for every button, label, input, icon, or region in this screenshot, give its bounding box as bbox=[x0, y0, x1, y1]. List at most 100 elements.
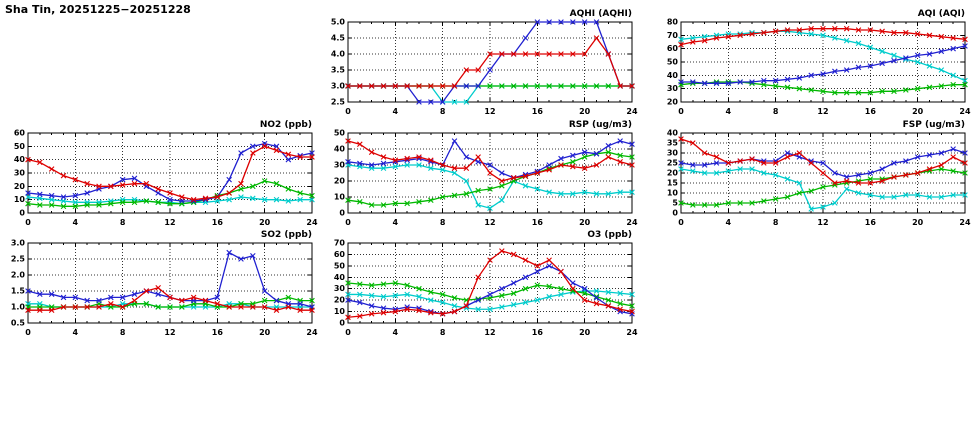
svg-text:12: 12 bbox=[164, 218, 175, 227]
svg-text:30: 30 bbox=[334, 161, 346, 170]
svg-text:0: 0 bbox=[339, 209, 345, 218]
svg-text:16: 16 bbox=[532, 218, 544, 227]
svg-text:12: 12 bbox=[817, 218, 828, 227]
svg-text:10: 10 bbox=[334, 307, 346, 316]
svg-text:1.5: 1.5 bbox=[11, 287, 26, 296]
svg-text:24: 24 bbox=[626, 328, 638, 337]
chart-title-rsp: RSP (ug/m3) bbox=[568, 120, 632, 130]
svg-text:16: 16 bbox=[532, 328, 544, 337]
svg-text:50: 50 bbox=[14, 142, 26, 151]
svg-text:4: 4 bbox=[726, 218, 732, 227]
svg-text:0: 0 bbox=[339, 319, 345, 328]
chart-canvas-aqi: 20 30 40 50 60 70 80 0 4 8 12 16 20 24 bbox=[667, 18, 971, 117]
svg-text:3.5: 3.5 bbox=[331, 66, 346, 75]
svg-text:20: 20 bbox=[14, 182, 26, 191]
svg-text:4: 4 bbox=[73, 328, 79, 337]
svg-text:0: 0 bbox=[19, 209, 25, 218]
svg-text:20: 20 bbox=[667, 98, 679, 107]
svg-text:4: 4 bbox=[393, 328, 399, 337]
svg-text:2.5: 2.5 bbox=[11, 255, 26, 264]
svg-text:3.0: 3.0 bbox=[11, 239, 26, 248]
chart-canvas-rsp: 0 10 20 30 40 50 0 4 8 12 16 20 24 bbox=[334, 129, 638, 228]
svg-text:12: 12 bbox=[484, 328, 495, 337]
svg-text:24: 24 bbox=[959, 107, 971, 116]
svg-text:3.0: 3.0 bbox=[331, 82, 346, 91]
svg-text:20: 20 bbox=[912, 107, 924, 116]
svg-text:50: 50 bbox=[334, 129, 346, 138]
svg-text:2.5: 2.5 bbox=[331, 98, 346, 107]
svg-text:4.5: 4.5 bbox=[331, 34, 346, 43]
svg-text:15: 15 bbox=[667, 179, 679, 188]
svg-text:20: 20 bbox=[259, 328, 271, 337]
chart-so2: SO2 (ppb) 0.5 1.0 1.5 2.0 2.5 3.0 0 4 8 12 16 20 24 bbox=[2, 230, 320, 339]
svg-text:20: 20 bbox=[912, 218, 924, 227]
chart-canvas-no2: 0 10 20 30 40 50 60 0 4 8 12 16 20 24 bbox=[14, 129, 318, 228]
svg-text:8: 8 bbox=[120, 218, 126, 227]
svg-text:0.5: 0.5 bbox=[11, 319, 26, 328]
svg-text:12: 12 bbox=[164, 328, 175, 337]
svg-text:4: 4 bbox=[73, 218, 79, 227]
svg-text:4: 4 bbox=[726, 107, 732, 116]
svg-text:16: 16 bbox=[865, 218, 877, 227]
svg-text:0: 0 bbox=[678, 107, 684, 116]
svg-text:70: 70 bbox=[667, 31, 679, 40]
chart-canvas-o3: 0 10 20 30 40 50 60 70 0 4 8 12 16 20 24 bbox=[334, 239, 638, 338]
svg-text:12: 12 bbox=[484, 107, 495, 116]
svg-text:2.0: 2.0 bbox=[11, 271, 26, 280]
chart-canvas-aqhi: 2.5 3.0 3.5 4.0 4.5 5.0 0 4 8 12 16 20 24 bbox=[331, 18, 638, 117]
chart-canvas-so2: 0.5 1.0 1.5 2.0 2.5 3.0 0 4 8 12 16 20 24 bbox=[11, 239, 318, 338]
svg-text:10: 10 bbox=[334, 193, 346, 202]
svg-text:0: 0 bbox=[672, 209, 678, 218]
svg-text:40: 40 bbox=[334, 145, 346, 154]
chart-fsp: FSP (ug/m3) 0 5 10 15 20 25 30 35 40 0 4 8 12 16 20 24 bbox=[655, 120, 973, 229]
svg-text:40: 40 bbox=[667, 71, 679, 80]
svg-text:30: 30 bbox=[667, 84, 679, 93]
svg-text:80: 80 bbox=[667, 18, 679, 27]
svg-text:24: 24 bbox=[306, 328, 318, 337]
chart-title-aqhi: AQHI (AQHI) bbox=[569, 9, 632, 19]
svg-text:8: 8 bbox=[440, 107, 446, 116]
svg-text:4: 4 bbox=[393, 218, 399, 227]
svg-text:0: 0 bbox=[345, 107, 351, 116]
svg-text:24: 24 bbox=[959, 218, 971, 227]
chart-title-no2: NO2 (ppb) bbox=[259, 120, 312, 130]
svg-text:4: 4 bbox=[393, 107, 399, 116]
svg-text:25: 25 bbox=[667, 159, 679, 168]
svg-text:8: 8 bbox=[120, 328, 126, 337]
svg-text:30: 30 bbox=[667, 149, 679, 158]
page-title: Sha Tin, 20251225−20251228 bbox=[5, 3, 191, 16]
svg-text:8: 8 bbox=[773, 107, 779, 116]
svg-text:60: 60 bbox=[14, 129, 26, 138]
chart-title-aqi: AQI (AQI) bbox=[917, 9, 965, 19]
chart-aqhi: AQHI (AQHI) 2.5 3.0 3.5 4.0 4.5 5.0 0 4 8 12 16 20 2… bbox=[322, 9, 640, 118]
svg-text:0: 0 bbox=[345, 218, 351, 227]
svg-text:40: 40 bbox=[14, 155, 26, 164]
svg-text:20: 20 bbox=[579, 107, 591, 116]
svg-text:12: 12 bbox=[484, 218, 495, 227]
chart-title-so2: SO2 (ppb) bbox=[260, 230, 312, 240]
chart-rsp: RSP (ug/m3) 0 10 20 30 40 50 0 4 8 12 16 20 24 bbox=[322, 120, 640, 229]
svg-text:20: 20 bbox=[579, 328, 591, 337]
svg-text:60: 60 bbox=[334, 250, 346, 259]
svg-text:16: 16 bbox=[532, 107, 544, 116]
chart-no2: NO2 (ppb) 0 10 20 30 40 50 60 0 4 8 12 16 20 24 bbox=[2, 120, 320, 229]
svg-text:20: 20 bbox=[579, 218, 591, 227]
chart-title-o3: O3 (ppb) bbox=[587, 230, 632, 240]
svg-text:8: 8 bbox=[440, 328, 446, 337]
svg-text:24: 24 bbox=[626, 107, 638, 116]
svg-text:8: 8 bbox=[440, 218, 446, 227]
svg-text:40: 40 bbox=[334, 273, 346, 282]
svg-text:50: 50 bbox=[667, 58, 679, 67]
svg-text:24: 24 bbox=[626, 218, 638, 227]
svg-text:35: 35 bbox=[667, 139, 679, 148]
svg-text:0: 0 bbox=[345, 328, 351, 337]
svg-text:24: 24 bbox=[306, 218, 318, 227]
svg-text:10: 10 bbox=[14, 195, 26, 204]
svg-text:40: 40 bbox=[667, 129, 679, 138]
chart-title-fsp: FSP (ug/m3) bbox=[902, 120, 965, 130]
svg-text:20: 20 bbox=[259, 218, 271, 227]
svg-text:70: 70 bbox=[334, 239, 346, 248]
svg-text:5.0: 5.0 bbox=[331, 18, 346, 27]
svg-text:8: 8 bbox=[773, 218, 779, 227]
svg-text:20: 20 bbox=[334, 296, 346, 305]
